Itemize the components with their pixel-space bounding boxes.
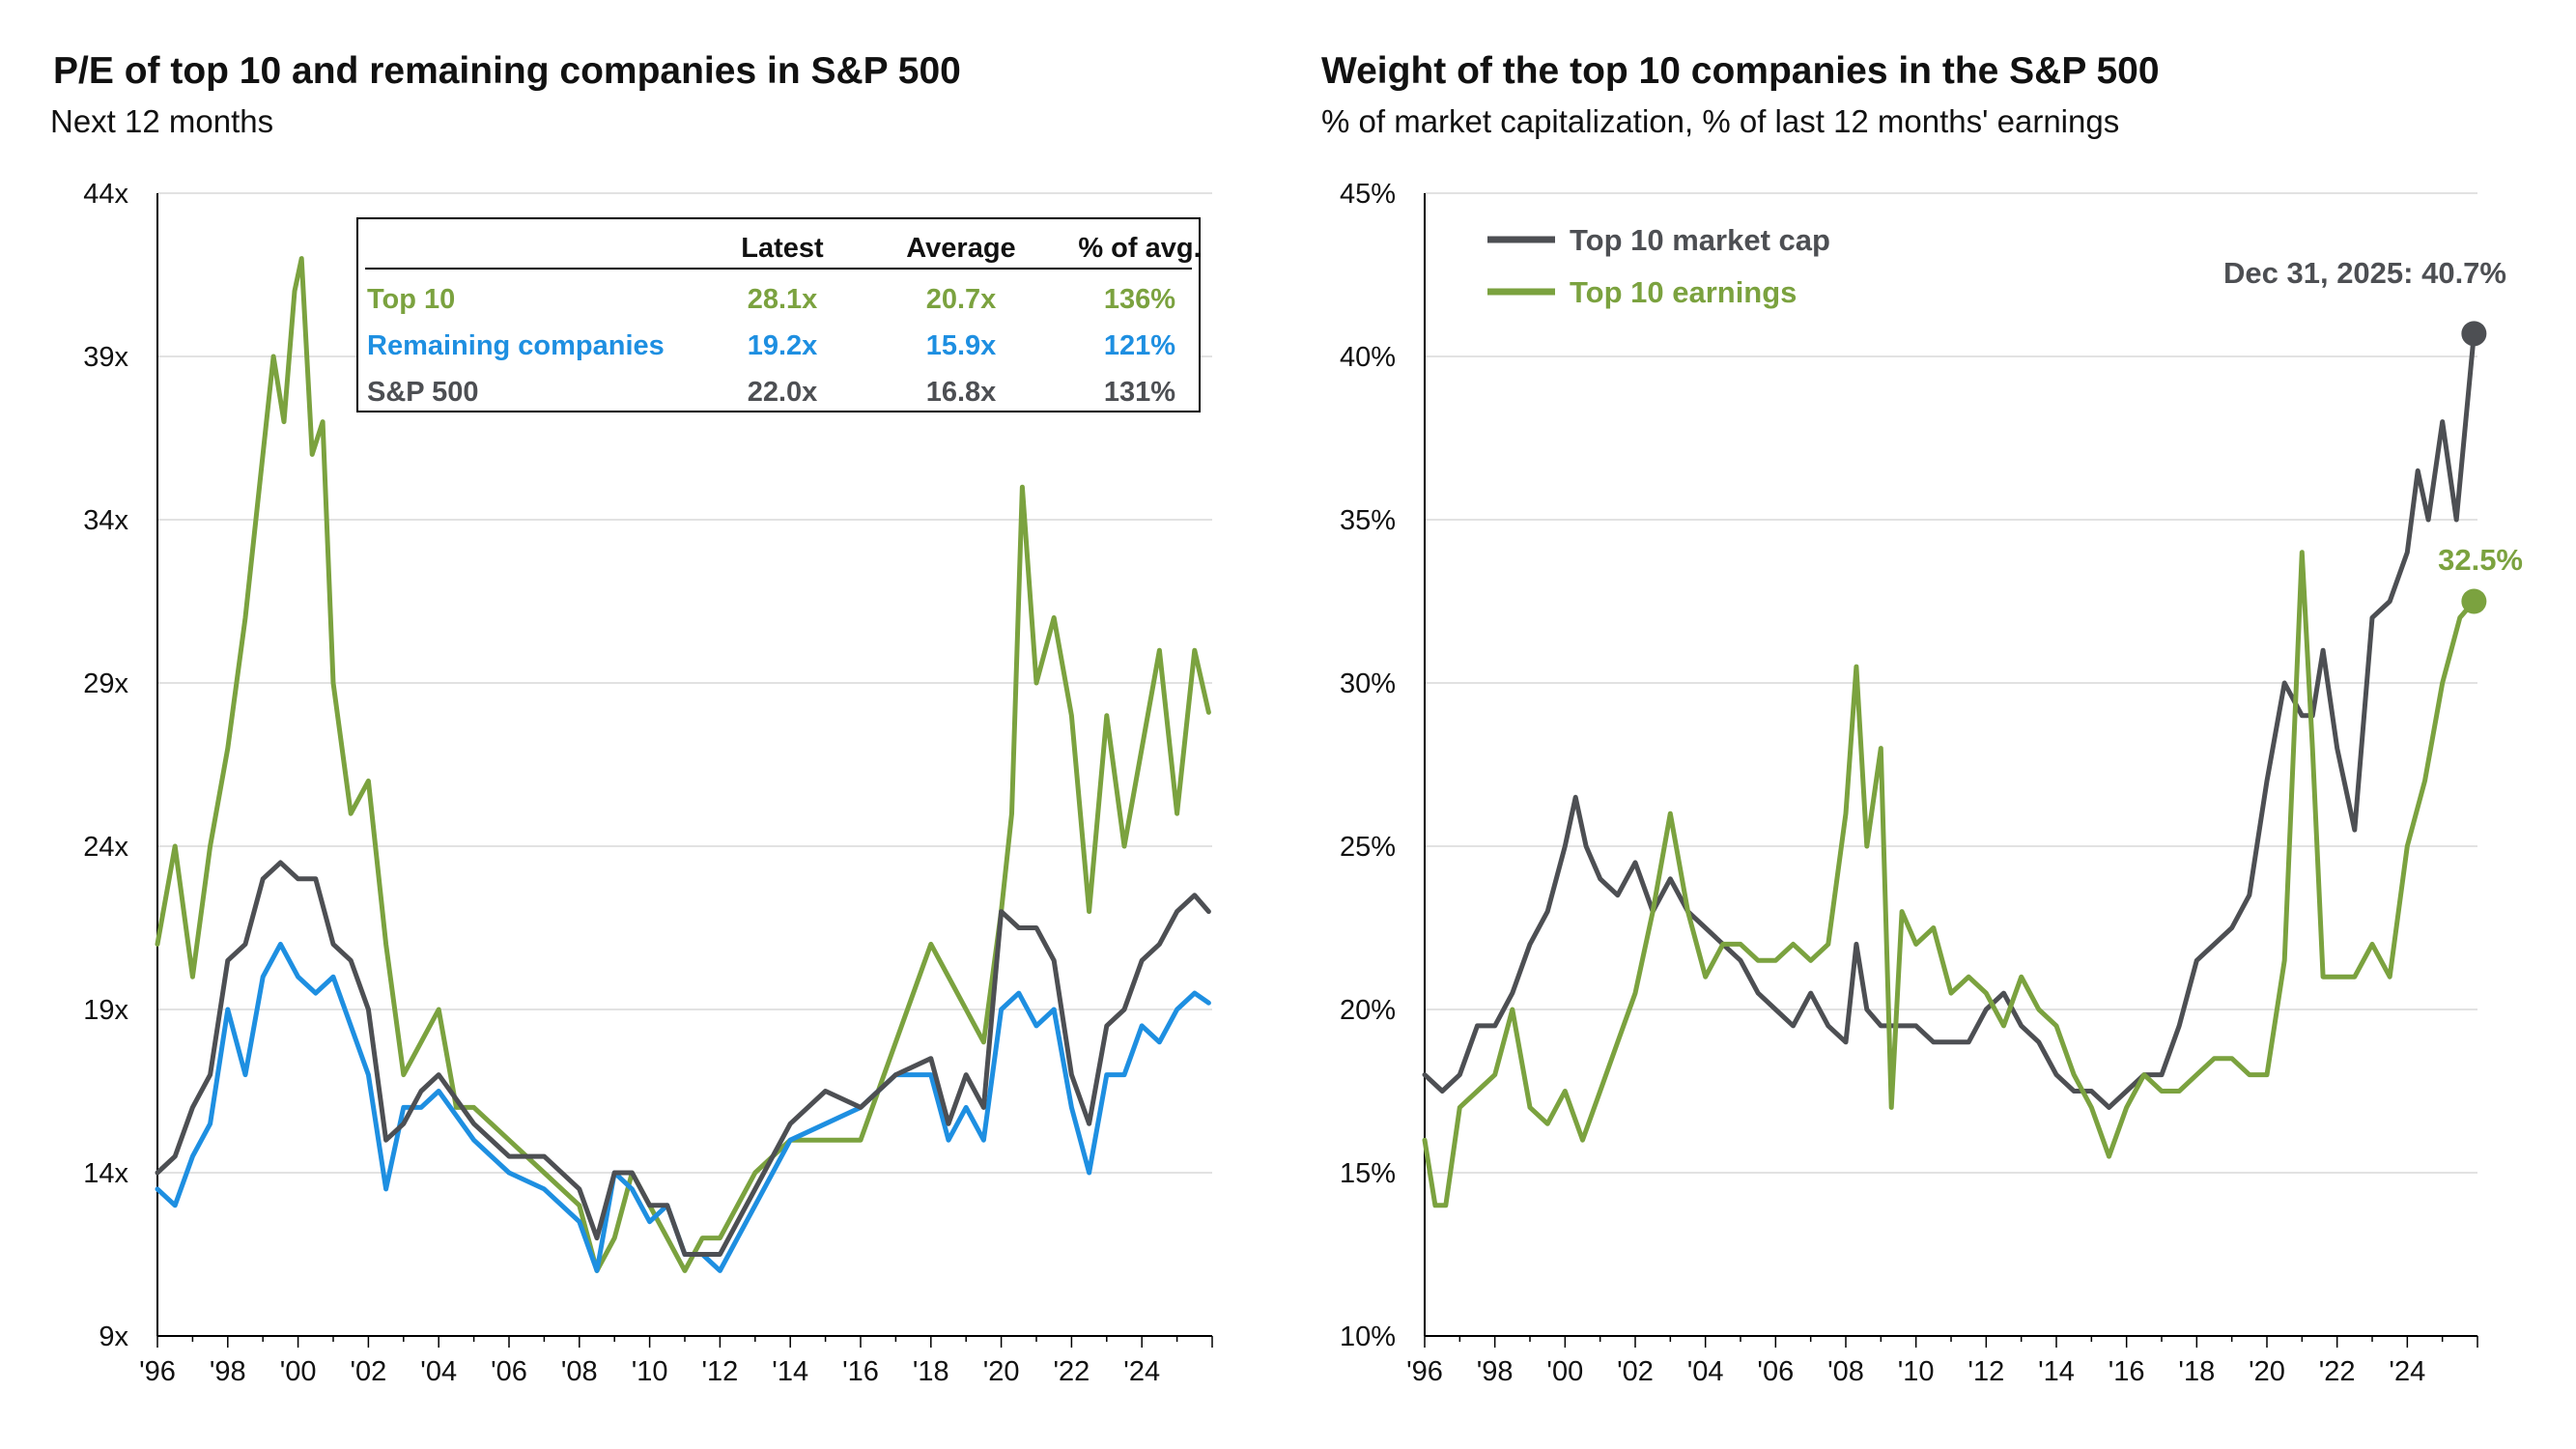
chart0-x-tick-label: '20: [983, 1356, 1020, 1387]
left-chart-title: P/E of top 10 and remaining companies in…: [53, 50, 961, 92]
table-header: Latest: [741, 233, 824, 264]
chart1-y-tick-label: 10%: [1340, 1321, 1396, 1352]
chart0-x-tick-label: '04: [420, 1356, 457, 1387]
chart1-legend-label-0: Top 10 market cap: [1570, 223, 1830, 257]
table-pct-value: 136%: [1104, 284, 1175, 315]
chart1-y-tick-label: 15%: [1340, 1158, 1396, 1189]
chart0-series-line-2: [155, 860, 1211, 1257]
right-chart-subtitle: % of market capitalization, % of last 12…: [1321, 103, 2120, 139]
chart1-x-tick-label: '22: [2319, 1356, 2356, 1387]
chart0-x-tick-label: '96: [139, 1356, 176, 1387]
chart1-x-tick-label: '96: [1406, 1356, 1443, 1387]
table-average-value: 16.8x: [926, 377, 997, 408]
chart1-x-tick-label: '12: [1967, 1356, 2004, 1387]
chart0-x-tick-label: '02: [351, 1356, 387, 1387]
chart1-y-tick-label: 45%: [1340, 179, 1396, 210]
chart1-x-tick-label: '06: [1757, 1356, 1794, 1387]
table-row-label: Remaining companies: [367, 330, 665, 361]
table-header: Average: [906, 233, 1015, 264]
chart0-series-line-1: [155, 941, 1211, 1273]
chart1-end-marker-0: [2461, 321, 2487, 347]
table-latest-value: 28.1x: [748, 284, 818, 315]
chart1-y-tick-label: 30%: [1340, 668, 1396, 699]
chart1-end-marker-1: [2461, 588, 2487, 614]
table-box: [356, 217, 1201, 412]
chart0-x-tick-label: '98: [210, 1356, 246, 1387]
chart1-x-tick-label: '16: [2109, 1356, 2145, 1387]
chart1-series-line-1: [1422, 550, 2477, 1208]
chart0-y-tick-label: 9x: [99, 1321, 128, 1352]
chart1-y-tick-label: 20%: [1340, 995, 1396, 1026]
chart0-y-tick-label: 44x: [83, 179, 128, 210]
chart1-x-tick-label: '04: [1687, 1356, 1724, 1387]
chart0-x-tick-label: '16: [842, 1356, 879, 1387]
chart1-series-line-0: [1422, 330, 2477, 1110]
chart1-x-tick-label: '18: [2178, 1356, 2215, 1387]
chart1-x-tick-label: '20: [2249, 1356, 2285, 1387]
chart0-x-tick-label: '06: [491, 1356, 527, 1387]
chart0-x-tick-label: '10: [632, 1356, 668, 1387]
chart1-x-tick-label: '14: [2038, 1356, 2075, 1387]
table-average-value: 20.7x: [926, 284, 997, 315]
chart0-y-tick-label: 14x: [83, 1158, 128, 1189]
table-header: % of avg.: [1078, 233, 1201, 264]
chart0-x-tick-label: '08: [561, 1356, 598, 1387]
chart1-y-tick-label: 25%: [1340, 832, 1396, 863]
chart0-x-tick-label: '14: [772, 1356, 808, 1387]
chart1-x-tick-label: '10: [1898, 1356, 1935, 1387]
chart1-x-tick-label: '00: [1546, 1356, 1583, 1387]
chart0-x-tick-label: '18: [913, 1356, 949, 1387]
chart0-x-tick-label: '12: [702, 1356, 739, 1387]
table-row-label: S&P 500: [367, 377, 479, 408]
chart1-x-tick-label: '08: [1827, 1356, 1864, 1387]
left-chart-subtitle: Next 12 months: [50, 103, 274, 139]
chart1-x-tick-label: '02: [1617, 1356, 1654, 1387]
chart0-y-tick-label: 29x: [83, 668, 128, 699]
chart0-x-tick-label: '00: [280, 1356, 317, 1387]
chart1-x-tick-label: '24: [2389, 1356, 2425, 1387]
chart0-x-tick-label: '24: [1123, 1356, 1160, 1387]
chart1-legend-label-1: Top 10 earnings: [1570, 275, 1797, 309]
annotation-earnings: 32.5%: [2438, 543, 2523, 577]
annotation-market-cap: Dec 31, 2025: 40.7%: [2223, 256, 2506, 290]
table-average-value: 15.9x: [926, 330, 997, 361]
chart1-y-tick-label: 40%: [1340, 342, 1396, 373]
chart0-y-tick-label: 24x: [83, 832, 128, 863]
right-chart-title: Weight of the top 10 companies in the S&…: [1321, 50, 2160, 92]
table-latest-value: 22.0x: [748, 377, 818, 408]
chart0-y-tick-label: 39x: [83, 342, 128, 373]
table-pct-value: 121%: [1104, 330, 1175, 361]
chart0-y-tick-label: 19x: [83, 995, 128, 1026]
chart1-y-tick-label: 35%: [1340, 505, 1396, 536]
table-row-label: Top 10: [367, 284, 455, 315]
chart0-x-tick-label: '22: [1054, 1356, 1090, 1387]
table-latest-value: 19.2x: [748, 330, 818, 361]
table-pct-value: 131%: [1104, 377, 1175, 408]
chart1-x-tick-label: '98: [1477, 1356, 1514, 1387]
chart0-y-tick-label: 34x: [83, 505, 128, 536]
